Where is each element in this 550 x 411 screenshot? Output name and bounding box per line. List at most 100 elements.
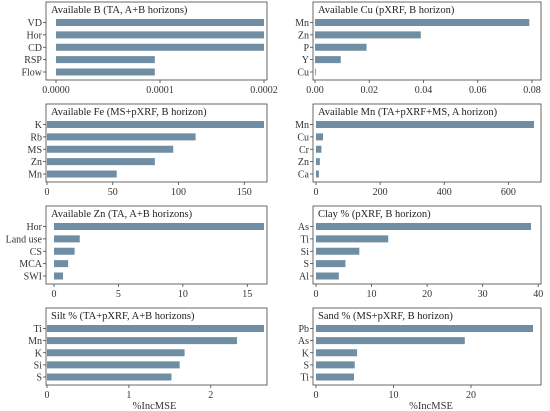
bar-mca bbox=[54, 260, 69, 268]
panel-frame bbox=[312, 307, 542, 386]
bar-flow bbox=[56, 68, 155, 76]
x-tick-label: 0 bbox=[45, 187, 50, 198]
category-label: Zn bbox=[31, 157, 42, 168]
panel-title: Available B (TA, A+B horizons) bbox=[51, 5, 188, 16]
x-axis-title: %IncMSE bbox=[133, 401, 177, 411]
bar-y bbox=[315, 56, 341, 64]
panel-frame bbox=[312, 103, 542, 183]
bar-hor bbox=[54, 223, 264, 230]
bar-zn bbox=[315, 31, 421, 39]
bar-ms bbox=[47, 145, 174, 153]
category-label: As bbox=[298, 336, 309, 347]
bar-k bbox=[47, 349, 185, 357]
bar-mn bbox=[47, 170, 117, 178]
category-label: SWI bbox=[24, 272, 42, 283]
bar-land-use bbox=[54, 235, 80, 243]
x-tick-label: 600 bbox=[501, 187, 516, 198]
panel-title: Sand % (MS+pXRF, B horizon) bbox=[318, 311, 453, 322]
x-tick-label: 100 bbox=[171, 187, 186, 198]
category-label: Ti bbox=[300, 234, 309, 245]
x-tick-label: 0.08 bbox=[523, 85, 541, 96]
category-label: Cr bbox=[299, 145, 310, 156]
category-label: P bbox=[303, 43, 309, 54]
bar-p bbox=[315, 43, 367, 51]
x-tick-label: 1 bbox=[126, 390, 131, 401]
category-label: Zn bbox=[298, 30, 309, 41]
x-tick-label: 0.04 bbox=[415, 85, 433, 96]
x-tick-label: 2 bbox=[208, 390, 213, 401]
panel-title: Available Mn (TA+pXRF+MS, A horizon) bbox=[318, 107, 498, 118]
bar-zn bbox=[47, 158, 155, 166]
category-label: Hor bbox=[26, 30, 42, 41]
category-label: S bbox=[303, 360, 309, 371]
bar-si bbox=[47, 361, 180, 369]
x-tick-label: 5 bbox=[116, 289, 121, 300]
bar-zn bbox=[316, 158, 320, 166]
bar-k bbox=[316, 349, 358, 357]
x-axis-title: %IncMSE bbox=[409, 401, 453, 411]
bar-s bbox=[316, 260, 346, 268]
category-label: Ti bbox=[33, 324, 42, 335]
x-tick-label: 0.0002 bbox=[250, 85, 278, 96]
category-label: S bbox=[36, 373, 42, 384]
bar-cu bbox=[315, 68, 316, 76]
category-label: K bbox=[302, 348, 310, 359]
x-tick-label: 0 bbox=[314, 289, 319, 300]
bar-s bbox=[316, 361, 355, 369]
x-tick-label: 0.02 bbox=[361, 85, 379, 96]
category-label: Land use bbox=[6, 234, 43, 245]
bar-ti bbox=[47, 325, 264, 332]
category-label: Cu bbox=[297, 68, 309, 79]
panel-frame bbox=[45, 307, 268, 386]
category-label: Ca bbox=[298, 170, 310, 181]
bar-mn bbox=[316, 121, 534, 128]
x-tick-label: 0 bbox=[45, 390, 50, 401]
category-label: Zn bbox=[298, 157, 309, 168]
panel-title: Available Zn (TA, A+B horizons) bbox=[51, 209, 193, 220]
x-tick-label: 0 bbox=[314, 390, 319, 401]
category-label: MS bbox=[28, 145, 42, 156]
bar-si bbox=[316, 247, 360, 255]
category-label: Ti bbox=[300, 373, 309, 384]
bar-swi bbox=[54, 272, 64, 280]
x-tick-label: 10 bbox=[367, 289, 377, 300]
category-label: CS bbox=[30, 247, 42, 258]
x-tick-label: 50 bbox=[108, 187, 118, 198]
x-tick-label: 40 bbox=[533, 289, 543, 300]
category-label: K bbox=[35, 348, 43, 359]
x-tick-label: 400 bbox=[437, 187, 452, 198]
panel-frame bbox=[312, 1, 542, 81]
category-label: Y bbox=[302, 55, 309, 66]
bar-hor bbox=[56, 31, 264, 39]
x-tick-label: 200 bbox=[373, 187, 388, 198]
x-tick-label: 20 bbox=[422, 289, 432, 300]
panel-frame bbox=[45, 205, 268, 285]
category-label: Flow bbox=[21, 68, 42, 79]
category-label: As bbox=[298, 222, 309, 233]
category-label: MCA bbox=[19, 259, 43, 270]
x-tick-label: 150 bbox=[237, 187, 252, 198]
panel-title: Available Fe (MS+pXRF, B horizon) bbox=[51, 107, 207, 118]
x-tick-label: 10 bbox=[178, 289, 188, 300]
bar-cs bbox=[54, 247, 75, 255]
x-tick-label: 15 bbox=[242, 289, 252, 300]
panel-frame bbox=[45, 1, 268, 81]
bar-rb bbox=[47, 133, 196, 141]
x-tick-label: 20 bbox=[466, 390, 476, 401]
x-tick-label: 0.0001 bbox=[146, 85, 174, 96]
bar-ca bbox=[316, 170, 319, 178]
category-label: Mn bbox=[28, 336, 42, 347]
x-tick-label: 0.00 bbox=[306, 85, 324, 96]
bar-cr bbox=[316, 145, 322, 153]
x-tick-label: 0.06 bbox=[469, 85, 487, 96]
panel-frame bbox=[45, 103, 268, 183]
bar-as bbox=[316, 223, 531, 230]
category-label: VD bbox=[28, 18, 42, 29]
bar-k bbox=[47, 121, 264, 128]
x-tick-label: 10 bbox=[389, 390, 399, 401]
